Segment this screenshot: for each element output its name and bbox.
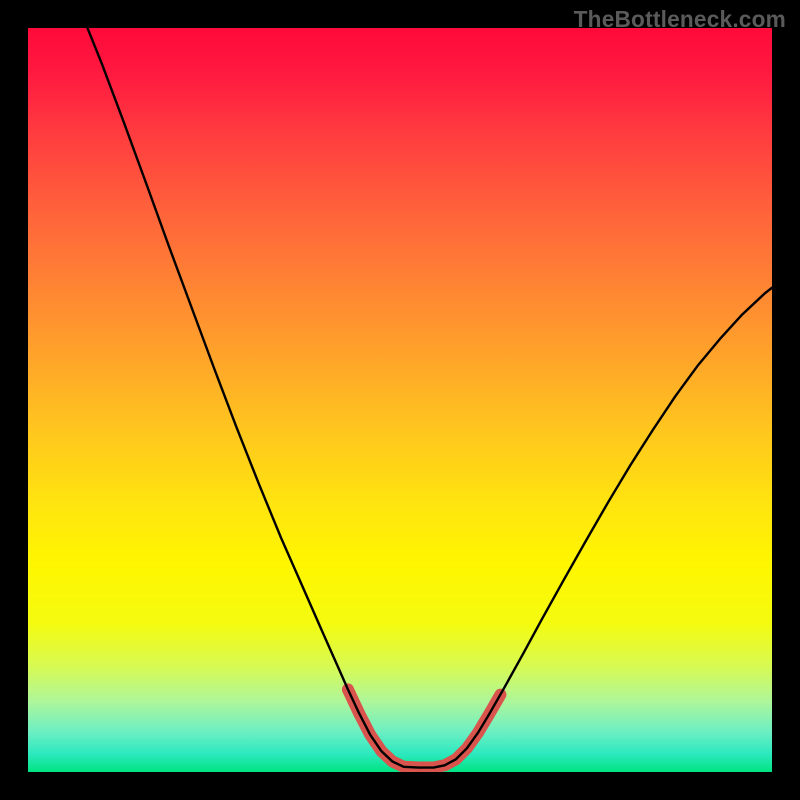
plot-background [28,28,772,772]
chart-stage: TheBottleneck.com [0,0,800,800]
plot-area [28,28,772,772]
plot-svg [28,28,772,772]
